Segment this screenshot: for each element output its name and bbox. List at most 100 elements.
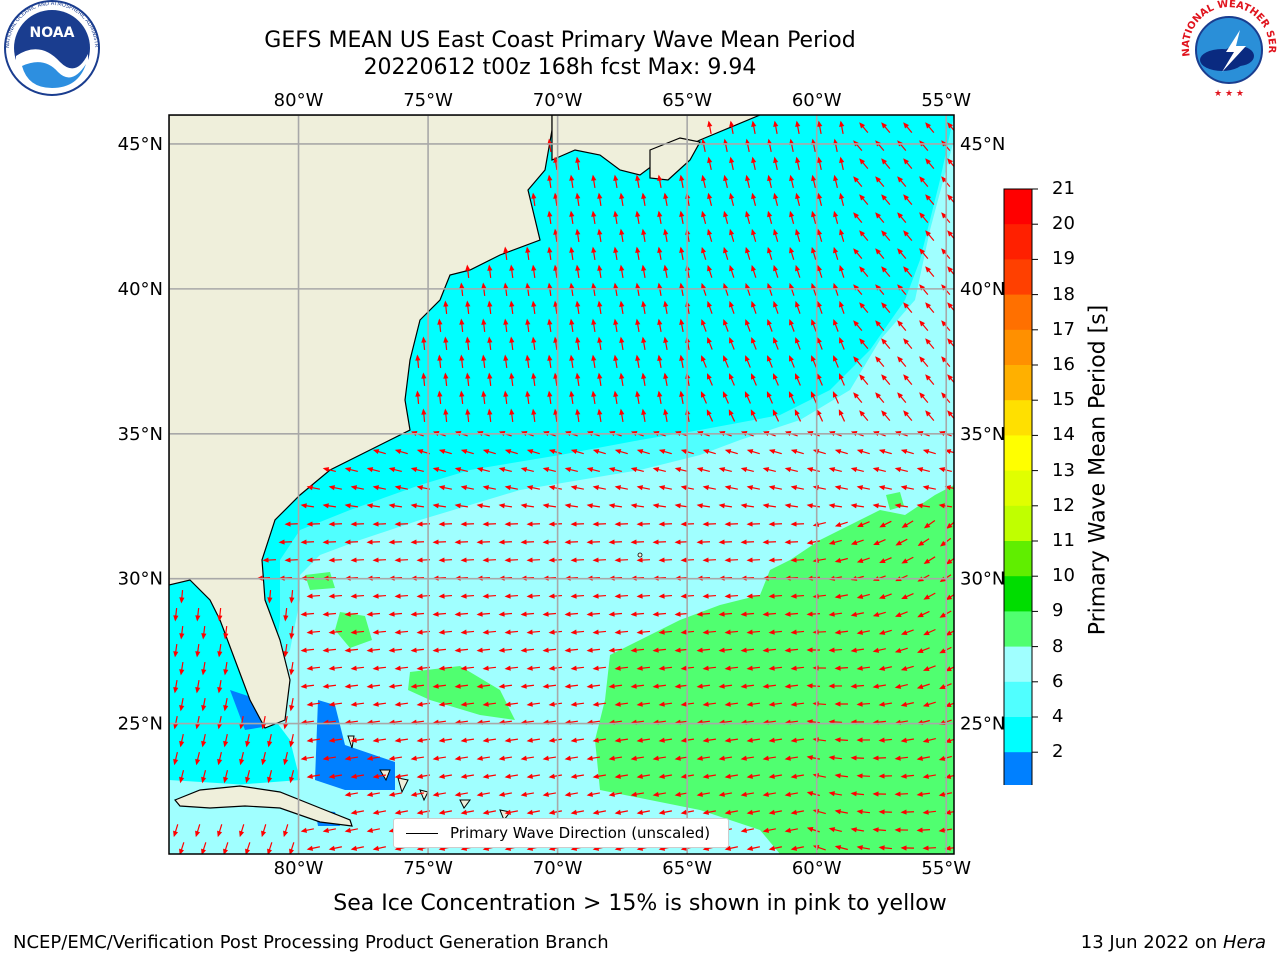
wave-arrow xyxy=(548,557,563,563)
wave-arrow xyxy=(525,282,531,297)
wave-arrow xyxy=(388,791,403,797)
wave-arrow xyxy=(328,665,343,671)
period-band-2-4 xyxy=(315,700,395,790)
wave-arrow xyxy=(850,503,865,509)
wave-arrow xyxy=(503,318,509,333)
wave-arrow xyxy=(217,643,223,658)
wave-arrow xyxy=(179,734,185,748)
wave-arrow xyxy=(702,809,717,815)
wave-arrow xyxy=(217,607,223,622)
wave-arrow xyxy=(454,791,469,797)
colorbar-tick-label: 18 xyxy=(1052,283,1075,305)
colorbar-segment xyxy=(1004,189,1032,225)
wave-arrow xyxy=(839,300,845,314)
wave-arrow xyxy=(388,755,403,761)
wave-arrow xyxy=(575,336,581,351)
lat-label-left: 25°N xyxy=(118,714,163,735)
wave-arrow xyxy=(900,809,915,815)
wave-arrow xyxy=(322,647,337,653)
wave-arrow xyxy=(696,791,711,797)
wave-arrow xyxy=(614,485,629,491)
wave-arrow xyxy=(746,701,761,707)
wave-arrow xyxy=(773,156,779,170)
wave-arrow xyxy=(922,845,937,851)
wave-arrow xyxy=(421,408,427,423)
wave-arrow xyxy=(789,210,795,224)
wave-arrow xyxy=(239,824,245,838)
wave-arrow xyxy=(179,842,185,854)
colorbar-tick-label: 11 xyxy=(1052,530,1075,551)
wave-arrow xyxy=(947,374,954,384)
wave-arrow xyxy=(366,827,381,833)
wave-arrow xyxy=(245,770,251,784)
wave-arrow xyxy=(878,449,892,455)
wave-arrow xyxy=(344,503,359,509)
wave-arrow xyxy=(784,647,799,653)
wave-arrow xyxy=(702,593,717,599)
wave-arrow xyxy=(878,485,893,491)
wave-arrow xyxy=(707,156,713,170)
wave-arrow xyxy=(613,210,619,225)
wave-arrow xyxy=(723,174,729,188)
wave-arrow xyxy=(547,246,553,261)
wave-arrow xyxy=(901,593,914,600)
wave-arrow xyxy=(173,716,179,730)
wave-arrow xyxy=(834,557,848,563)
wave-arrow xyxy=(289,770,295,784)
wave-arrow xyxy=(903,410,913,421)
wave-arrow xyxy=(437,318,443,333)
wave-arrow xyxy=(613,354,619,369)
wave-arrow xyxy=(520,611,535,617)
wave-arrow xyxy=(767,355,773,368)
wave-arrow xyxy=(900,773,915,779)
wave-arrow xyxy=(872,683,887,689)
wave-arrow xyxy=(834,809,849,815)
wave-arrow xyxy=(619,372,625,387)
wave-arrow xyxy=(630,791,645,797)
wave-arrow xyxy=(476,647,491,653)
wave-arrow xyxy=(454,647,469,653)
wave-arrow xyxy=(900,737,915,743)
wave-arrow xyxy=(881,410,891,421)
wave-arrow xyxy=(432,755,447,761)
wave-arrow xyxy=(762,647,777,653)
wave-arrow xyxy=(751,373,757,386)
wave-arrow xyxy=(498,611,513,617)
wave-arrow xyxy=(859,122,869,133)
wave-arrow xyxy=(542,467,556,473)
wave-arrow xyxy=(283,607,289,622)
wave-arrow xyxy=(465,408,471,423)
wave-arrow xyxy=(817,156,823,170)
wave-arrow xyxy=(657,246,663,261)
lon-label-bottom: 70°W xyxy=(533,858,583,879)
svg-text:★ ★ ★: ★ ★ ★ xyxy=(1214,89,1244,99)
wave-arrow xyxy=(328,701,343,707)
wave-arrow xyxy=(718,503,733,509)
wave-arrow xyxy=(658,449,672,455)
wave-arrow xyxy=(767,282,773,296)
wave-arrow xyxy=(663,372,669,387)
colorbar-tick-label: 12 xyxy=(1052,494,1075,516)
wave-arrow xyxy=(481,318,487,333)
wave-arrow xyxy=(306,593,321,599)
wave-arrow xyxy=(916,467,930,473)
wave-arrow xyxy=(267,589,273,604)
wave-arrow xyxy=(306,665,321,671)
wave-arrow xyxy=(729,264,735,278)
wave-arrow xyxy=(875,392,885,403)
wave-arrow xyxy=(879,557,892,563)
colorbar-segment xyxy=(1004,611,1032,648)
wave-arrow xyxy=(947,194,954,204)
wave-arrow xyxy=(344,827,359,833)
wave-arrow xyxy=(945,593,954,601)
lat-label-right: 30°N xyxy=(960,569,1005,590)
wave-arrow xyxy=(614,449,628,455)
wave-arrow xyxy=(300,683,315,689)
wave-arrow xyxy=(701,246,707,260)
wave-arrow xyxy=(300,503,315,509)
wave-arrow xyxy=(498,683,513,689)
lat-label-left: 45°N xyxy=(118,134,163,155)
wave-arrow xyxy=(300,611,315,617)
lon-label-top: 65°W xyxy=(662,90,712,111)
wave-arrow xyxy=(745,174,751,188)
